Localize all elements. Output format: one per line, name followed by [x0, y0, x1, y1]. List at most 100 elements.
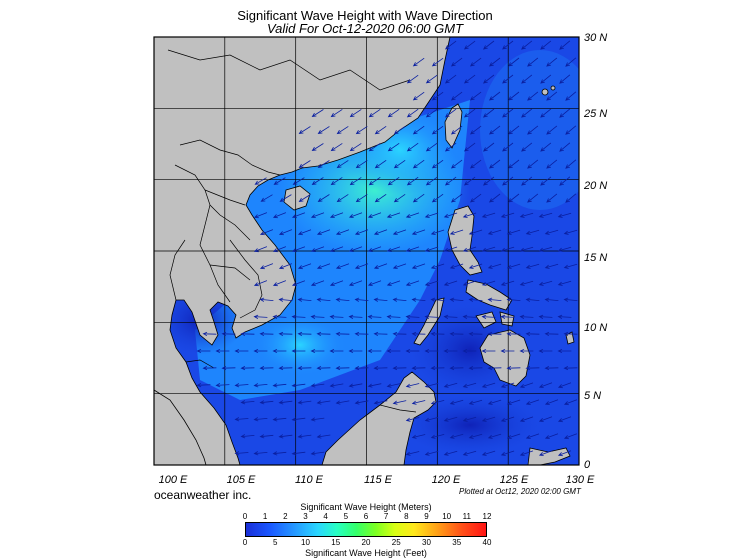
wave-arrow — [525, 263, 540, 269]
lat-lon-grid — [154, 37, 579, 465]
feet-tick-5: 5 — [273, 538, 278, 547]
wave-arrow — [443, 280, 458, 286]
wave-arrow — [298, 160, 311, 169]
wave-arrow — [481, 382, 496, 388]
wave-arrow — [481, 212, 496, 218]
wave-arrow — [310, 314, 325, 319]
wave-arrow — [196, 348, 211, 354]
wave-arrow — [463, 74, 476, 84]
wave-arrow — [521, 74, 533, 84]
wave-arrow — [259, 400, 274, 405]
wave-arrow — [317, 160, 330, 169]
wave-arrow — [392, 366, 407, 371]
wave-arrow — [259, 366, 274, 371]
wave-arrow — [291, 451, 306, 456]
wave-arrow — [444, 142, 457, 152]
lon-label-110: 110 E — [295, 474, 323, 486]
wave-arrow — [367, 246, 382, 252]
wave-arrow — [392, 263, 407, 269]
wave-arrow — [557, 212, 572, 218]
wave-arrow — [527, 125, 539, 135]
wave-arrow — [291, 280, 306, 287]
wave-arrow — [234, 417, 249, 422]
wave-arrow — [449, 366, 464, 371]
wave-arrow — [272, 246, 287, 253]
wave-arrow — [349, 177, 362, 186]
wave-arrow — [487, 331, 502, 337]
wave-arrow — [443, 450, 458, 456]
wave-arrow — [329, 314, 344, 319]
wave-arrow — [482, 40, 495, 50]
wave-arrow — [373, 229, 388, 235]
wave-arrow — [424, 417, 439, 422]
wave-arrow — [330, 177, 343, 186]
wave-arrow — [202, 366, 217, 371]
wave-arrow — [386, 383, 401, 388]
wave-arrow — [557, 416, 572, 423]
wave-arrow — [386, 348, 401, 354]
lon-label-125: 125 E — [499, 474, 529, 486]
wave-arrow — [444, 108, 457, 118]
feet-tick-40: 40 — [482, 538, 492, 547]
wave-arrow — [368, 176, 381, 186]
wave-arrow — [527, 193, 539, 203]
wave-arrow — [291, 314, 306, 319]
wave-arrow — [373, 297, 388, 302]
wave-arrow — [462, 280, 477, 286]
wave-arrow — [546, 159, 558, 169]
wave-arrow — [412, 125, 425, 135]
wave-arrow — [481, 246, 496, 252]
wave-arrow — [367, 314, 382, 319]
wave-arrow — [354, 263, 369, 269]
wave-arrow — [525, 366, 540, 371]
wave-arrow — [240, 434, 255, 439]
lon-label-130: 130 E — [565, 474, 595, 486]
wave-arrow — [506, 331, 521, 337]
wave-arrow — [565, 57, 577, 67]
wave-arrow — [469, 193, 482, 203]
wave-arrow — [487, 229, 502, 235]
wave-arrow — [538, 416, 553, 422]
wave-arrow — [393, 159, 406, 169]
wave-arrow — [354, 229, 369, 235]
wave-arrow — [563, 331, 578, 337]
wave-arrow — [355, 126, 368, 135]
wave-arrow — [500, 280, 515, 286]
wave-arrow — [355, 194, 368, 203]
wave-arrow — [310, 280, 325, 286]
wave-arrow — [525, 229, 540, 235]
wave-arrow — [196, 383, 211, 388]
wave-arrow — [527, 159, 539, 169]
wave-arrow — [443, 382, 458, 388]
wave-arrow — [449, 433, 464, 439]
colorbar-meters-title: Significant Wave Height (Meters) — [300, 502, 432, 512]
wave-arrow — [310, 246, 325, 252]
wave-arrow — [316, 297, 331, 302]
wave-arrow — [424, 383, 439, 388]
wave-arrow — [487, 297, 502, 302]
landmass — [154, 37, 575, 465]
wave-arrow — [519, 382, 534, 388]
wave-arrow — [538, 382, 553, 388]
wave-arrow — [202, 331, 217, 337]
wave-arrow — [411, 297, 426, 302]
wave-arrow — [253, 280, 268, 287]
wave-arrow — [487, 433, 502, 439]
wave-arrow — [430, 297, 445, 302]
wave-arrow — [335, 263, 350, 269]
borneo-island — [321, 371, 437, 465]
wave-arrow — [565, 91, 577, 101]
wave-arrow — [425, 108, 438, 118]
country-borders — [167, 49, 417, 413]
wave-arrow — [272, 314, 287, 319]
wave-arrow — [544, 229, 559, 235]
hainan-island — [283, 185, 311, 211]
wave-arrow — [563, 366, 578, 371]
meters-tick-0: 0 — [242, 512, 248, 521]
wave-arrow — [349, 143, 362, 152]
wave-arrow — [215, 348, 230, 354]
wave-arrow — [240, 400, 255, 405]
wave-arrow — [392, 229, 407, 235]
colorbar-feet-title: Significant Wave Height (Feet) — [305, 548, 427, 558]
lat-label-25: 25 N — [584, 108, 608, 120]
